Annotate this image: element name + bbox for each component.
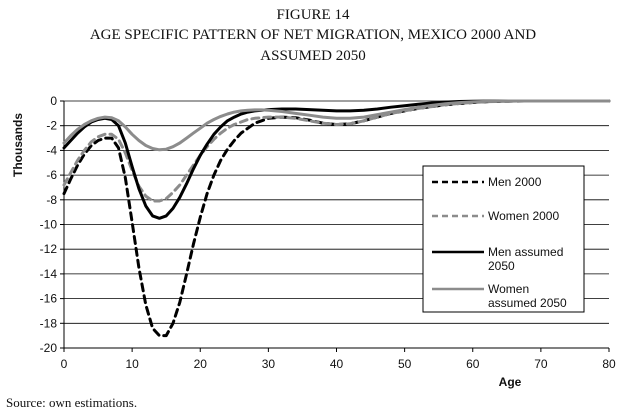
x-tick-label: 30: [262, 357, 276, 371]
legend-label-women-2050-line2: assumed 2050: [488, 296, 567, 310]
legend: Men 2000 Women 2000 Men assumed 2050 Wom…: [422, 165, 585, 313]
x-tick-label: 50: [398, 357, 412, 371]
y-tick-label: -4: [46, 143, 57, 157]
y-tick-label: -2: [46, 119, 57, 133]
y-tick-label: -6: [46, 168, 57, 182]
source-note: Source: own estimations.: [6, 395, 138, 410]
x-tick-label: 60: [466, 357, 480, 371]
y-tick-label: -12: [40, 242, 58, 256]
legend-label-men-2050-line1: Men assumed: [488, 245, 563, 259]
y-tick-label: -14: [40, 267, 58, 281]
y-tick-label: -10: [40, 218, 58, 232]
x-tick-label: 10: [125, 357, 139, 371]
x-tick-label: 40: [330, 357, 344, 371]
x-tick-label: 70: [534, 357, 548, 371]
y-tick-label: -20: [40, 341, 58, 355]
x-tick-label: 0: [61, 357, 68, 371]
x-tick-label: 20: [194, 357, 208, 371]
y-axis-label: Thousands: [11, 113, 25, 177]
figure-label: FIGURE 14: [276, 7, 350, 23]
legend-label-women-2000: Women 2000: [488, 209, 559, 223]
chart-title-line1: AGE SPECIFIC PATTERN OF NET MIGRATION, M…: [89, 27, 537, 43]
series-women-assumed-2050: [62, 99, 611, 152]
x-axis-label: Age: [499, 375, 522, 389]
legend-label-men-2000: Men 2000: [488, 175, 542, 189]
y-tick-label: -8: [46, 193, 57, 207]
x-tick-label: 80: [602, 357, 616, 371]
legend-box: [422, 165, 585, 313]
y-tick-label: 0: [50, 94, 57, 108]
y-tick-label: -16: [40, 292, 58, 306]
legend-label-women-2050-line1: Women: [488, 282, 529, 296]
y-tick-label: -18: [40, 316, 58, 330]
legend-label-men-2050-line2: 2050: [488, 259, 515, 273]
chart-title-line2: ASSUMED 2050: [260, 48, 366, 64]
series-layer: [62, 99, 611, 338]
axis-layer: 0-2-4-6-8-10-12-14-16-18-200 10 20 30 40 50 60…: [40, 94, 616, 371]
